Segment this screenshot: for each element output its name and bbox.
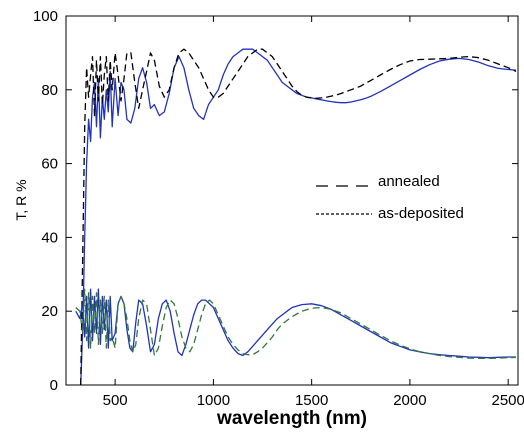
- x-tick-label: 2000: [393, 392, 426, 409]
- series-line-reflectance-as-deposited: [75, 288, 517, 360]
- x-tick-label: 500: [103, 392, 128, 409]
- y-tick-label: 60: [41, 156, 58, 173]
- series-line-reflectance-annealed: [75, 288, 516, 359]
- y-ticks: 0 20 40 60 80 100: [33, 8, 518, 394]
- legend-label-as-deposited: as-deposited: [378, 205, 464, 222]
- y-tick-label: 80: [41, 82, 58, 99]
- x-ticks: 500 1000 1500 2000 2500: [103, 16, 524, 409]
- x-tick-label: 1000: [197, 392, 230, 409]
- y-tick-label: 20: [41, 303, 58, 320]
- x-tick-label: 1500: [295, 392, 328, 409]
- y-tick-label: 0: [50, 377, 58, 394]
- series-layer: [75, 48, 517, 386]
- legend: annealed as-deposited: [316, 173, 464, 222]
- plot-frame: [65, 15, 519, 386]
- y-tick-label: 40: [41, 229, 58, 246]
- y-axis-title: T, R %: [13, 179, 29, 220]
- x-tick-label: 2500: [491, 392, 524, 409]
- x-axis-title: wavelength (nm): [216, 408, 367, 429]
- series-line-transmittance-annealed: [80, 48, 517, 386]
- legend-label-annealed: annealed: [378, 173, 440, 190]
- y-tick-label: 100: [33, 8, 58, 25]
